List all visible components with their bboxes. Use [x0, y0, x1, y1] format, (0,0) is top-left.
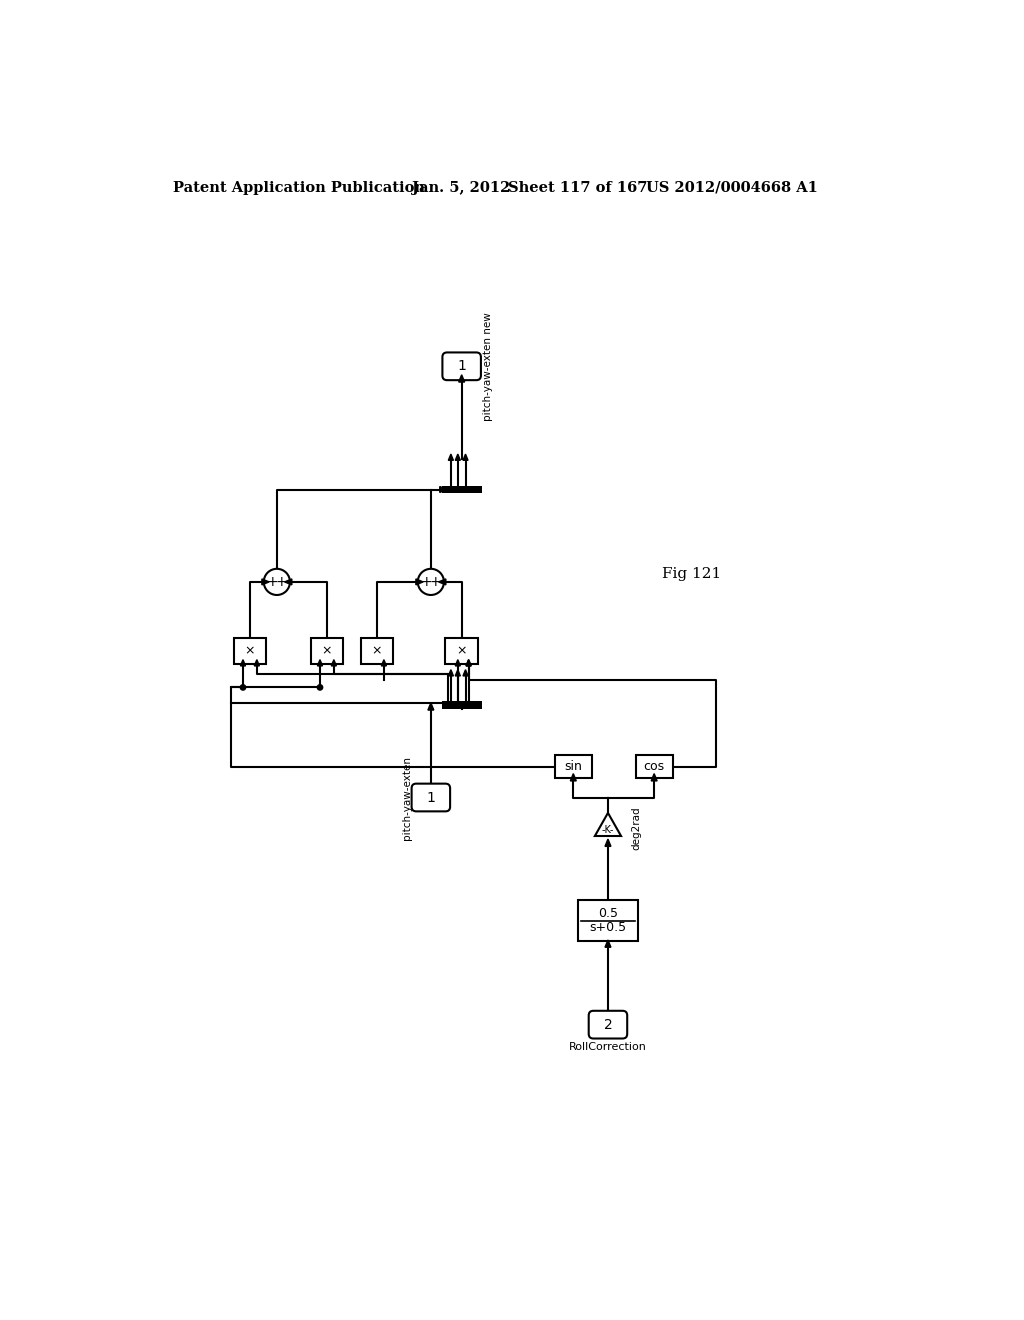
Polygon shape [241, 660, 246, 665]
Text: US 2012/0004668 A1: US 2012/0004668 A1 [646, 181, 818, 194]
Circle shape [418, 569, 444, 595]
Bar [636, 755, 673, 779]
Polygon shape [595, 813, 621, 836]
Polygon shape [463, 454, 468, 461]
Text: pitch-yaw-exten new: pitch-yaw-exten new [483, 312, 494, 421]
Polygon shape [332, 660, 336, 665]
Text: Jan. 5, 2012: Jan. 5, 2012 [412, 181, 510, 194]
Polygon shape [438, 579, 445, 585]
Polygon shape [651, 774, 657, 781]
Polygon shape [317, 660, 323, 665]
Text: +: + [430, 576, 441, 589]
Polygon shape [466, 660, 471, 665]
Polygon shape [570, 774, 577, 781]
Text: deg2rad: deg2rad [631, 807, 641, 850]
Text: 0.5: 0.5 [598, 907, 617, 920]
Text: ×: × [322, 644, 332, 657]
Polygon shape [416, 579, 423, 585]
Circle shape [317, 685, 323, 690]
Bar [441, 701, 481, 709]
Circle shape [241, 685, 246, 690]
Polygon shape [254, 660, 259, 665]
Circle shape [264, 569, 290, 595]
Text: 1: 1 [458, 359, 466, 374]
Text: ×: × [245, 644, 255, 657]
Bar [445, 638, 478, 664]
Polygon shape [605, 840, 611, 846]
Text: +: + [266, 576, 279, 589]
Polygon shape [459, 375, 465, 381]
Text: s+0.5: s+0.5 [590, 921, 627, 935]
Polygon shape [456, 454, 461, 461]
Polygon shape [605, 940, 611, 948]
Text: Fig 121: Fig 121 [662, 568, 721, 581]
Bar [441, 486, 481, 494]
FancyBboxPatch shape [412, 784, 451, 812]
Text: Patent Application Publication: Patent Application Publication [173, 181, 425, 194]
Polygon shape [449, 669, 454, 676]
Text: RollCorrection: RollCorrection [569, 1041, 647, 1052]
FancyBboxPatch shape [589, 1011, 628, 1039]
Text: +: + [421, 576, 432, 589]
Text: cos: cos [644, 760, 665, 774]
Polygon shape [466, 660, 471, 665]
Text: Sheet 117 of 167: Sheet 117 of 167 [508, 181, 647, 194]
Bar [578, 900, 638, 941]
Polygon shape [456, 669, 461, 676]
FancyBboxPatch shape [442, 352, 481, 380]
Polygon shape [428, 702, 434, 710]
Polygon shape [449, 454, 454, 461]
Text: ×: × [457, 644, 467, 657]
Polygon shape [262, 579, 269, 585]
Polygon shape [285, 579, 292, 585]
Bar [555, 755, 592, 779]
Text: 1: 1 [426, 791, 435, 804]
Text: sin: sin [564, 760, 583, 774]
Text: ×: × [372, 644, 382, 657]
Text: 2: 2 [603, 1018, 612, 1032]
Text: -K-: -K- [602, 825, 614, 834]
Bar [360, 638, 393, 664]
Polygon shape [456, 660, 461, 665]
Bar [310, 638, 343, 664]
Polygon shape [381, 660, 386, 665]
Polygon shape [439, 487, 447, 492]
Text: pitch-yaw-exten: pitch-yaw-exten [402, 755, 413, 840]
Polygon shape [463, 669, 468, 676]
Bar [233, 638, 266, 664]
Text: +: + [275, 576, 288, 589]
